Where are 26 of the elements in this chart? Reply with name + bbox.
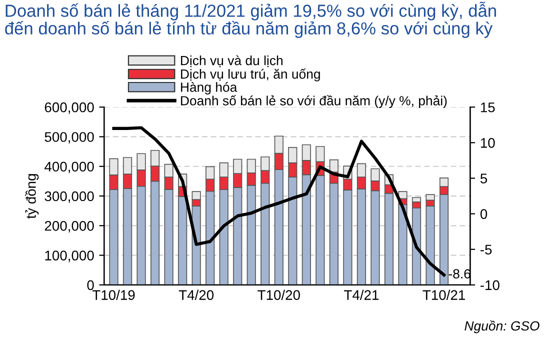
y-tick-label: 300,000 xyxy=(44,191,94,203)
chart-title: Doanh số bán lẻ tháng 11/2021 giảm 19,5% so với cùng kỳ, dẫn đến doanh số bán lẻ tính từ đầu năm giảm 8,6% so với cùng kỳ xyxy=(5,2,496,38)
x-tick-label: T4/20 xyxy=(178,290,214,300)
text: Nguồn: GSO xyxy=(464,320,540,334)
x-tick-label: T10/19 xyxy=(92,290,135,300)
legend-label: Dịch vụ lưu trú, ăn uống xyxy=(181,68,320,82)
y-tick-label: 200,000 xyxy=(44,220,94,232)
y2-tick-label: 15 xyxy=(480,102,495,112)
line-series xyxy=(112,126,446,276)
x-tick-label: T10/21 xyxy=(422,290,465,300)
y2-tick-label: 0 xyxy=(480,209,488,219)
legend-label: Doanh số bán lẻ so với đầu năm (y/y %, phải) xyxy=(181,95,447,108)
y2-tick-label: 5 xyxy=(480,174,488,184)
y2-tick-label: 10 xyxy=(480,138,495,148)
y-tick-label: 500,000 xyxy=(44,132,94,144)
y-tick-label: 600,000 xyxy=(44,102,94,114)
x-tick-label: T4/21 xyxy=(344,290,379,300)
x-tick-label: T10/20 xyxy=(258,290,300,300)
y-tick-label: 0 xyxy=(87,280,94,290)
y2-tick-label: -10 xyxy=(480,280,500,290)
legend-label: Dịch vụ và du lịch xyxy=(181,55,282,68)
y-tick-label: 400,000 xyxy=(44,162,94,174)
y-tick-label: 100,000 xyxy=(45,250,94,262)
y-axis-title: tỷ đồng xyxy=(25,174,39,219)
y2-tick-label: -5 xyxy=(480,244,492,255)
legend-label: Hàng hóa xyxy=(181,82,238,94)
